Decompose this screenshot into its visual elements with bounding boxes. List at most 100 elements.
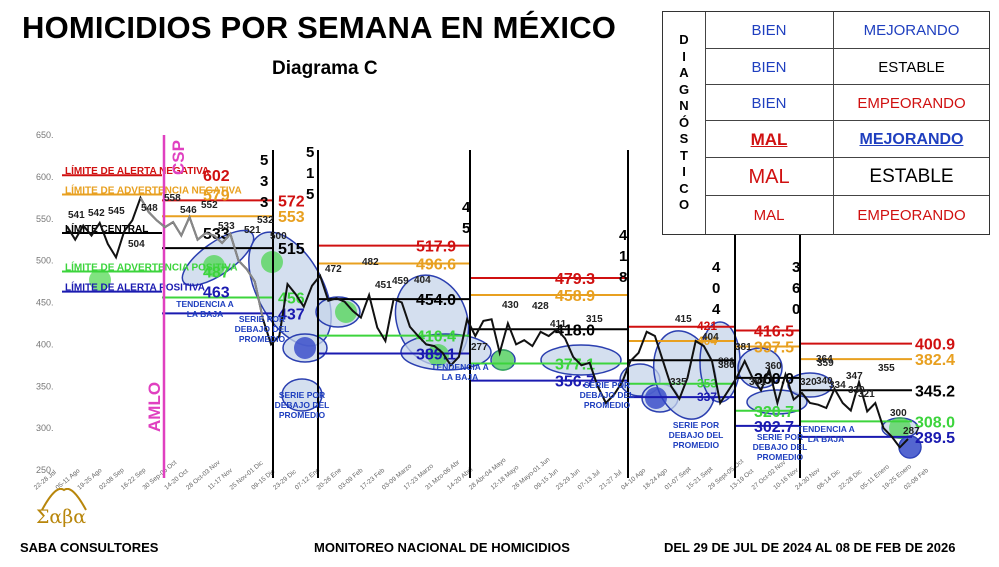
footer-date-range: DEL 29 DE JUL DE 2024 AL 08 DE FEB DE 20… bbox=[664, 540, 956, 555]
y-tick-label: 300. bbox=[36, 423, 54, 433]
diagnosis-letter: O bbox=[678, 197, 690, 213]
limit-value-orange: 553 bbox=[278, 209, 305, 226]
run-count-digit: 4 bbox=[462, 199, 471, 216]
green-point-marker bbox=[335, 301, 357, 323]
green-point-marker bbox=[492, 349, 514, 371]
run-count-digit: 4 bbox=[712, 301, 721, 318]
point-value-label: 380 bbox=[718, 360, 735, 371]
diagnosis-letter: Ó bbox=[678, 114, 690, 130]
point-value-label: 320 bbox=[800, 377, 817, 388]
highlight-ellipse bbox=[540, 344, 622, 376]
diagnosis-letter: D bbox=[679, 32, 689, 48]
limit-value-black: 515 bbox=[278, 241, 305, 258]
point-value-label: 340 bbox=[816, 376, 833, 387]
annotation-line: PROMEDIO bbox=[279, 410, 326, 420]
limit-value-black: 533 bbox=[203, 226, 230, 243]
run-count-digit: 6 bbox=[792, 280, 800, 297]
point-value-label: 541 bbox=[68, 210, 85, 221]
point-value-label: 558 bbox=[164, 193, 181, 204]
annotation-line: PROMEDIO bbox=[584, 400, 631, 410]
diagnosis-trend: ESTABLE bbox=[869, 166, 954, 187]
diagnosis-trend: EMPEORANDO bbox=[857, 94, 966, 112]
limit-value-green: 320.7 bbox=[754, 404, 794, 421]
y-tick-label: 500. bbox=[36, 256, 54, 266]
x-tick-label: 21-27 Jul bbox=[598, 469, 623, 492]
y-tick-label: 600. bbox=[36, 172, 54, 182]
point-value-label: 459 bbox=[392, 276, 409, 287]
green-point-marker bbox=[427, 344, 449, 366]
point-value-label: 428 bbox=[532, 301, 549, 312]
run-count-label: 5 3 3 bbox=[260, 152, 268, 211]
x-tick-label: 26 Mayo-01 Jun bbox=[511, 456, 552, 492]
limit-value-orange: 496.6 bbox=[416, 256, 456, 273]
limit-value-black: 418.0 bbox=[555, 322, 595, 339]
point-value-label: 359 bbox=[817, 358, 834, 369]
limit-value-black: 345.2 bbox=[915, 383, 955, 400]
point-value-label: 321 bbox=[858, 389, 875, 400]
annotation-label: SERIE POR DEBAJO DEL PROMEDIO bbox=[580, 380, 635, 410]
point-value-label: 521 bbox=[244, 225, 261, 236]
company-name: SABA CONSULTORES bbox=[20, 540, 159, 555]
point-value-label: 411 bbox=[550, 319, 567, 330]
annotation-line: LA BAJA bbox=[808, 434, 845, 444]
saba-logo: Σαβα bbox=[30, 488, 94, 528]
limit-value-blue: 389.1 bbox=[416, 347, 456, 364]
run-count-digit: 5 bbox=[306, 186, 314, 203]
point-value-label: 533 bbox=[218, 221, 235, 232]
point-value-label: 315 bbox=[586, 314, 603, 325]
x-tick-label: 28 Abr-04 Mayo bbox=[468, 456, 508, 491]
point-value-label: 545 bbox=[108, 206, 125, 217]
limit-value-black: 454.0 bbox=[416, 292, 456, 309]
y-tick-label: 400. bbox=[36, 339, 54, 349]
diagnosis-row: BIEN MEJORANDO bbox=[705, 12, 989, 48]
annotation-line: SERIE POR bbox=[757, 432, 803, 442]
diagnosis-trend: MEJORANDO bbox=[859, 130, 964, 148]
point-value-label: 355 bbox=[878, 363, 895, 374]
point-value-label: 404 bbox=[702, 332, 719, 343]
limit-value-red: 416.5 bbox=[754, 324, 794, 341]
run-count-digit: 5 bbox=[260, 152, 268, 169]
series-line-recent-overlay bbox=[139, 197, 264, 320]
diagnosis-status: MAL bbox=[705, 121, 834, 158]
green-point-marker bbox=[889, 417, 911, 439]
limit-value-orange: 382.4 bbox=[915, 352, 955, 369]
run-count-digit: 5 bbox=[462, 220, 470, 237]
diagnosis-status: BIEN bbox=[705, 85, 834, 121]
diagnosis-status: MAL bbox=[705, 196, 834, 235]
footer-center: MONITOREO NACIONAL DE HOMICIDIOS bbox=[314, 540, 570, 555]
point-value-label: 500 bbox=[270, 231, 287, 242]
annotation-line: PROMEDIO bbox=[673, 440, 720, 450]
chart-title: HOMICIDIOS POR SEMANA EN MÉXICO bbox=[22, 10, 617, 45]
point-value-label: 542 bbox=[88, 208, 105, 219]
limit-value-blue: 463 bbox=[203, 285, 230, 302]
limit-value-green: 353 bbox=[697, 377, 717, 391]
annotation-line: TENDENCIA A bbox=[797, 424, 854, 434]
limit-label: LÍMITE DE ALERTA NEGATIVA bbox=[65, 164, 209, 177]
annotation-line: DEBAJO DEL bbox=[669, 430, 724, 440]
y-tick-label: 450. bbox=[36, 298, 54, 308]
run-count-digit: 4 bbox=[619, 227, 628, 244]
point-value-label: 381 bbox=[735, 342, 752, 353]
limit-value-orange: 579 bbox=[203, 187, 230, 204]
limit-value-green: 308.0 bbox=[915, 414, 955, 431]
diagnosis-letter: I bbox=[682, 48, 686, 64]
green-point-marker bbox=[89, 269, 111, 291]
diagnosis-row: BIEN ESTABLE bbox=[705, 48, 989, 85]
point-value-label: 330 bbox=[848, 385, 865, 396]
limit-value-red: 421 bbox=[697, 319, 717, 333]
blue-point-marker bbox=[294, 337, 316, 359]
point-value-label: 451 bbox=[375, 280, 392, 291]
run-count-label: 4 1 8 bbox=[619, 227, 628, 286]
diagnosis-letter: T bbox=[680, 147, 688, 163]
point-value-label: 334 bbox=[829, 380, 846, 391]
run-count-digit: 1 bbox=[306, 165, 314, 182]
limit-value-orange: 397.5 bbox=[754, 339, 794, 356]
diagnosis-row: MAL EMPEORANDO bbox=[705, 195, 989, 235]
y-tick-label: 250. bbox=[36, 465, 54, 475]
run-count-digit: 0 bbox=[712, 280, 720, 297]
limit-value-green: 410.4 bbox=[416, 329, 456, 346]
limit-value-blue: 302.7 bbox=[754, 419, 794, 436]
point-value-label: 482 bbox=[362, 257, 379, 268]
